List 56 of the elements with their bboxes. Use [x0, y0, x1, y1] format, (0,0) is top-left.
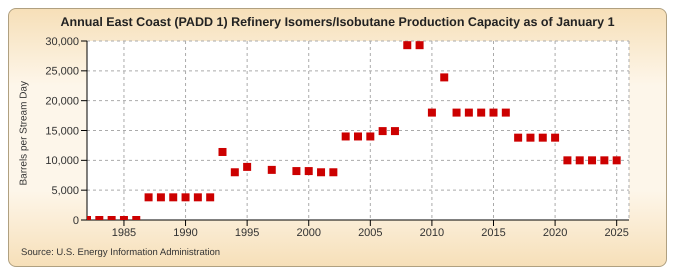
x-tick-label: 2005	[358, 226, 383, 239]
point	[329, 168, 338, 176]
chart-title: Annual East Coast (PADD 1) Refinery Isomers/Isobutane Production Capacity as of January 1	[59, 15, 616, 29]
x-tick-label: 1995	[234, 226, 260, 239]
point	[452, 108, 461, 117]
point	[563, 156, 572, 164]
y-tick-label: 5,000	[51, 185, 79, 198]
y-tick-label: 30,000	[45, 36, 79, 48]
y-tick-label: 10,000	[45, 155, 79, 168]
point	[477, 108, 486, 117]
point	[304, 167, 313, 176]
point	[243, 162, 252, 171]
x-tick-label: 2010	[420, 226, 444, 239]
y-tick-label: 15,000	[45, 125, 79, 138]
point	[230, 168, 239, 176]
point	[464, 108, 473, 117]
point	[354, 132, 362, 140]
point	[182, 193, 190, 202]
point	[268, 166, 276, 174]
x-tick-label: 1990	[173, 226, 198, 239]
point	[551, 134, 560, 142]
point	[416, 41, 424, 50]
source-note: Source: U.S. Energy Information Administration	[21, 247, 220, 258]
point	[390, 127, 399, 136]
y-axis-title: Barrels per Stream Day	[18, 81, 30, 186]
y-tick-label: 20,000	[45, 96, 79, 108]
point	[292, 167, 300, 176]
y-tick-label: 25,000	[45, 66, 79, 78]
point	[378, 127, 387, 136]
point	[342, 132, 350, 140]
point	[502, 108, 510, 117]
point	[366, 132, 374, 140]
point	[612, 156, 621, 164]
point	[588, 156, 596, 164]
point	[206, 193, 214, 202]
point	[526, 134, 534, 142]
x-tick-label: 2020	[542, 226, 568, 239]
point	[156, 193, 165, 202]
point	[428, 108, 436, 117]
point	[194, 193, 202, 202]
point	[490, 108, 498, 117]
point	[144, 193, 153, 202]
x-tick-label: 2015	[481, 226, 506, 239]
point	[218, 148, 226, 156]
point	[317, 168, 326, 176]
point	[514, 134, 522, 142]
point	[576, 156, 584, 164]
x-tick-label: 1985	[112, 226, 136, 239]
point	[538, 134, 547, 142]
point	[403, 41, 412, 50]
x-tick-label: 2025	[604, 226, 629, 239]
point	[600, 156, 608, 164]
point	[169, 193, 178, 202]
point	[440, 73, 448, 82]
y-tick-label: 0	[72, 214, 79, 227]
x-tick-label: 2000	[296, 226, 321, 239]
